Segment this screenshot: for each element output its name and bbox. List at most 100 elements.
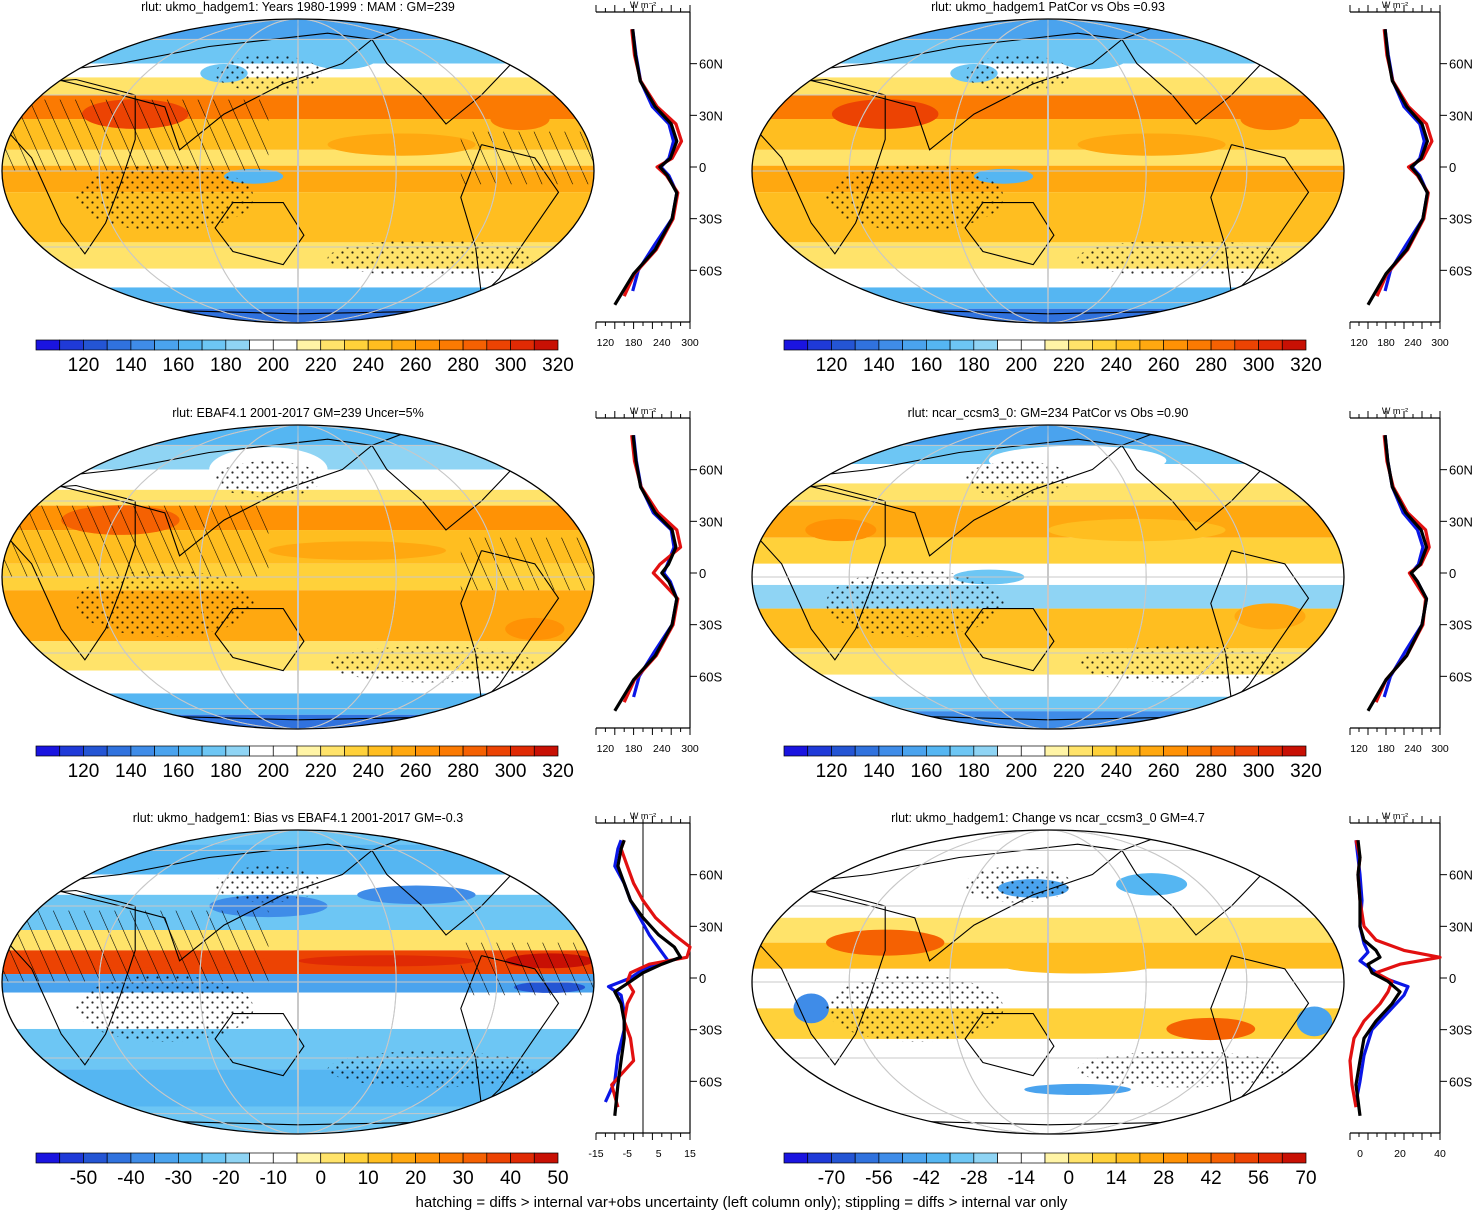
zonal-profile: W m⁻² 60N 30N 0 30S 60S 120 180 240 300 <box>1349 0 1473 349</box>
colorbar-swatch <box>1020 339 1046 351</box>
colorbar-swatch <box>1281 1152 1307 1164</box>
colorbar-swatch <box>1258 745 1283 757</box>
colorbar-swatch <box>807 745 832 757</box>
colorbar-label: -50 <box>70 1168 97 1189</box>
profile-lat-label: 30N <box>1449 108 1473 123</box>
colorbar-label: 320 <box>1290 355 1322 376</box>
stipple-region <box>826 974 1004 1042</box>
stipple-region <box>327 239 535 277</box>
colorbar: 120 140 160 180 200 220 240 260 280 300 320 <box>35 339 574 376</box>
colorbar-label: 120 <box>68 355 100 376</box>
colorbar-label: 40 <box>500 1168 521 1189</box>
colorbar-label: 240 <box>352 761 384 782</box>
field-blob <box>357 885 476 905</box>
panel-title: rlut: ukmo_hadgem1 PatCor vs Obs =0.93 <box>931 0 1165 14</box>
colorbar-swatch <box>1187 745 1212 757</box>
colorbar-label: 300 <box>1243 355 1275 376</box>
colorbar-swatch <box>1281 745 1307 757</box>
colorbar-swatch <box>391 1152 416 1164</box>
zonal-profile: W m⁻² 60N 30N 0 30S 60S 120 180 240 300 <box>1349 406 1473 755</box>
colorbar-swatch <box>462 339 488 351</box>
profile-x-label: 120 <box>1350 337 1368 349</box>
colorbar-swatch <box>949 339 975 351</box>
coastline <box>757 889 886 1066</box>
graticule-meridian <box>949 425 1147 729</box>
colorbar-swatch <box>831 1152 856 1164</box>
profile-lat-label: 30S <box>1449 212 1472 227</box>
field-blob <box>793 993 829 1024</box>
coastline <box>214 202 305 266</box>
colorbar-swatch <box>415 1152 440 1164</box>
profile-lat-label: 30N <box>699 919 723 934</box>
panel-p3: rlut: EBAF4.1 2001-2017 GM=239 Uncer=5% 1… <box>1 406 723 782</box>
stipple-region <box>965 461 1072 498</box>
colorbar-swatch <box>106 1152 132 1164</box>
stipple-region <box>965 55 1072 92</box>
profile-lat-label: 60S <box>1449 1074 1472 1089</box>
profile-x-label: 15 <box>684 1148 696 1160</box>
colorbar-swatch <box>178 339 203 351</box>
zonal-profile: W m⁻² 60N 30N 0 30S 60S -15 -5 5 15 <box>588 811 722 1160</box>
colorbar-label: 280 <box>1195 761 1227 782</box>
colorbar-swatch <box>320 339 345 351</box>
stipple-region <box>215 866 322 903</box>
graticule-meridian <box>199 19 397 323</box>
graticule <box>2 425 594 729</box>
colorbar-swatch <box>783 339 809 351</box>
colorbar-swatch <box>1020 745 1046 757</box>
colorbar-label: 280 <box>447 761 479 782</box>
colorbar-label: 0 <box>315 1168 326 1189</box>
field-blob <box>306 46 378 70</box>
colorbar-swatch <box>533 1152 559 1164</box>
profile-x-label: 240 <box>653 337 671 349</box>
profile-x-label: 0 <box>1357 1148 1363 1160</box>
colorbar-swatch <box>902 1152 927 1164</box>
profile-units: W m⁻² <box>630 811 656 821</box>
colorbar-label: -20 <box>212 1168 239 1189</box>
profile-x-label: 300 <box>1431 743 1449 755</box>
colorbar-swatch <box>1234 339 1259 351</box>
colorbar-swatch <box>296 339 322 351</box>
map-border <box>751 424 1345 730</box>
colorbar-swatch <box>59 339 84 351</box>
zonal-profile: W m⁻² 60N 30N 0 30S 60S 0 20 40 <box>1348 811 1473 1160</box>
field-blob <box>1024 1083 1131 1096</box>
colorbar-swatch <box>1139 1152 1164 1164</box>
colorbar-label: 240 <box>352 355 384 376</box>
colorbar-label: 180 <box>958 761 990 782</box>
colorbar-swatch <box>1044 339 1070 351</box>
field-blob <box>268 541 447 560</box>
coastline <box>781 32 1124 151</box>
colorbar-label: 120 <box>68 761 100 782</box>
colorbar-swatch <box>1044 1152 1070 1164</box>
coastline <box>31 32 374 151</box>
stipple-region <box>327 645 535 683</box>
map-field <box>2 425 594 729</box>
colorbar-label: 30 <box>453 1168 474 1189</box>
colorbar-swatch <box>997 339 1022 351</box>
colorbar-swatch <box>878 1152 903 1164</box>
colorbar-swatch <box>1092 745 1117 757</box>
colorbar-swatch <box>831 339 856 351</box>
profile-lat-label: 60S <box>699 669 722 684</box>
colorbar-swatch <box>367 745 393 757</box>
profile-lat-label: 30N <box>1449 514 1473 529</box>
graticule-meridian <box>949 19 1147 323</box>
colorbar-swatch <box>201 1152 227 1164</box>
coastline <box>964 608 1055 672</box>
colorbar-swatch <box>391 745 416 757</box>
colorbar-label: 70 <box>1295 1168 1316 1189</box>
colorbar-swatch <box>178 1152 203 1164</box>
colorbar-swatch <box>1234 1152 1259 1164</box>
colorbar-swatch <box>1187 339 1212 351</box>
profile-lat-label: 30S <box>699 212 722 227</box>
colorbar-swatch <box>902 339 927 351</box>
colorbar-swatch <box>1068 339 1093 351</box>
colorbar-swatch <box>344 1152 369 1164</box>
coastline <box>460 550 560 703</box>
colorbar-swatch <box>1020 1152 1046 1164</box>
colorbar-swatch <box>201 745 227 757</box>
colorbar-swatch <box>1210 339 1236 351</box>
panel-title: rlut: ukmo_hadgem1: Change vs ncar_ccsm3… <box>891 811 1205 825</box>
colorbar-swatch <box>106 745 132 757</box>
